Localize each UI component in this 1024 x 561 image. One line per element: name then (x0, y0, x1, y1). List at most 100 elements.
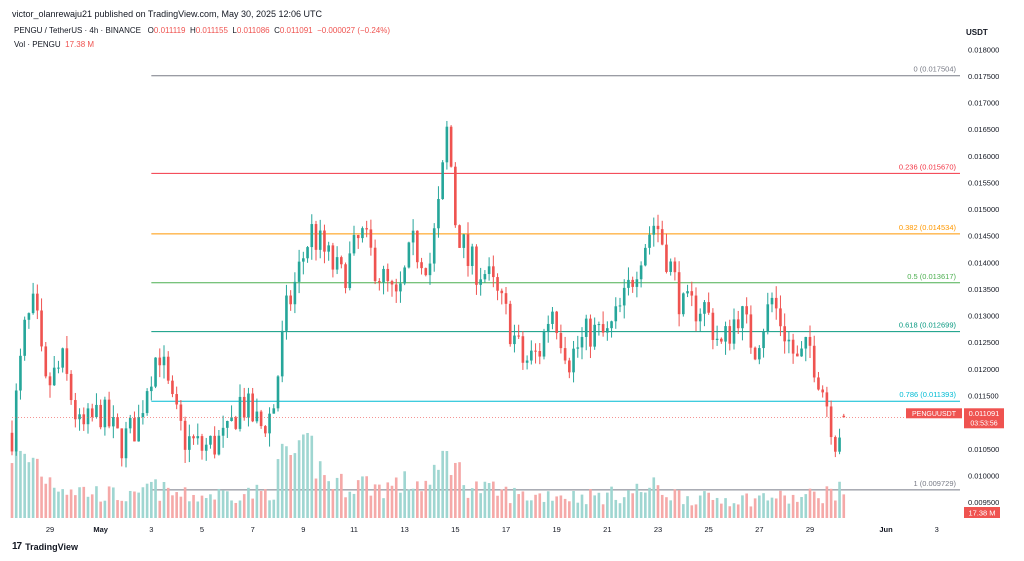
volume-bar (669, 500, 672, 518)
candle-body (829, 406, 833, 438)
candle-body (150, 386, 153, 392)
candle-body (264, 426, 267, 434)
x-tick-label: 29 (806, 525, 814, 534)
candle-body (758, 348, 761, 360)
candle-body (234, 417, 238, 429)
volume-bar (458, 462, 461, 518)
y-tick-label: 0.015000 (968, 205, 999, 214)
volume-bar (808, 488, 812, 518)
tradingview-logo-icon: 17 (12, 541, 22, 552)
volume-bar (36, 458, 39, 518)
tradingview-logo[interactable]: 17 TradingView (12, 541, 78, 552)
volume-bar (698, 495, 702, 518)
currency-label[interactable]: USDT (966, 28, 988, 37)
x-tick-label: 19 (552, 525, 560, 534)
volume-bar (14, 438, 18, 518)
candle-body (517, 335, 520, 337)
candle-body (40, 310, 43, 347)
low-label: L (232, 26, 237, 35)
volume-bar (804, 494, 808, 518)
volume-bar (656, 485, 660, 518)
fib-retracement[interactable]: 0 (0.017504) 0.236 (0.015670) 0.382 (0.014… (151, 65, 960, 491)
candle-body (192, 436, 195, 439)
chart-header: victor_olanrewaju21 published on Trading… (0, 0, 1024, 49)
x-tick-label: 7 (251, 525, 255, 534)
volume-bar (137, 492, 140, 518)
volume-bar (188, 501, 191, 518)
price-axis[interactable]: 0.018000 0.017500 0.017000 0.016500 0.016000… (968, 45, 999, 507)
volume-bar (618, 503, 622, 518)
candle-body (116, 417, 119, 429)
volume-bar (78, 487, 81, 518)
volume-bar (373, 484, 377, 518)
candle-body (644, 247, 647, 266)
candle-body (356, 235, 360, 239)
candle-body (631, 279, 634, 287)
volume-bar (162, 482, 166, 518)
candle-body (272, 408, 276, 414)
y-tick-label: 0.013500 (968, 285, 999, 294)
volume-bar (204, 498, 208, 518)
candle-body (348, 253, 352, 289)
candle-body (69, 373, 73, 401)
volume-bar (124, 501, 128, 518)
candle-body (627, 279, 630, 288)
candle-body (179, 404, 183, 421)
volume-bar (128, 490, 132, 518)
candle-body (158, 357, 162, 366)
candle-body (276, 376, 280, 409)
candle-body (99, 404, 102, 428)
candle-body (141, 413, 145, 418)
candle-body (432, 228, 436, 264)
candle-body (373, 247, 377, 282)
candle-body (774, 297, 778, 309)
candle-body (103, 399, 107, 428)
volume-bar (280, 443, 284, 518)
y-tick-label: 0.017000 (968, 99, 999, 108)
y-tick-label: 0.010000 (968, 471, 999, 480)
candle-body (449, 126, 453, 167)
publisher-line: victor_olanrewaju21 published on Trading… (12, 9, 323, 19)
candle-body (162, 356, 166, 366)
symbol-legend[interactable]: PENGU / TetherUS · 4h · BINANCE O0.01111… (14, 26, 390, 35)
volume-bar (580, 494, 584, 518)
candle-body (175, 394, 178, 405)
candle-body (677, 272, 681, 315)
candle-body (525, 360, 529, 363)
candle-body (842, 415, 846, 418)
candle-body (213, 435, 216, 455)
candles (10, 120, 962, 468)
volume-bar (753, 498, 757, 518)
x-tick-label: 9 (301, 525, 305, 534)
volume-bar (31, 457, 35, 518)
volume-bar (842, 494, 846, 518)
candle-body (745, 306, 748, 315)
volume-bar (745, 493, 748, 518)
volume-bar (741, 495, 744, 518)
candle-body (508, 303, 512, 345)
volume-bar (234, 502, 238, 518)
candle-body (555, 311, 558, 334)
volume-bar (593, 495, 596, 518)
candle-body (382, 268, 385, 283)
volume-bar (749, 506, 753, 518)
candle-body (399, 283, 402, 292)
candle-body (622, 287, 626, 306)
volume-bar (475, 481, 478, 518)
volume-bar (247, 487, 250, 518)
volume-legend[interactable]: Vol · PENGU 17.38 M (14, 40, 94, 49)
volume-title[interactable]: Vol · PENGU (14, 40, 61, 49)
volume-bar (369, 495, 373, 518)
symbol-title[interactable]: PENGU / TetherUS · 4h · BINANCE (14, 26, 141, 35)
volume-bar (19, 450, 22, 518)
volume-bar (40, 476, 43, 518)
candle-body (74, 400, 77, 420)
time-axis[interactable]: 29 May 3 5 7 9 11 13 15 17 19 21 23 25 27 29 Jun 3 (46, 525, 939, 534)
candle-body (521, 336, 525, 363)
volume-bar (441, 450, 444, 518)
candle-body (183, 420, 187, 450)
volume-bar (462, 485, 466, 518)
volume-bar (411, 488, 415, 518)
y-tick-label: 0.014500 (968, 232, 999, 241)
